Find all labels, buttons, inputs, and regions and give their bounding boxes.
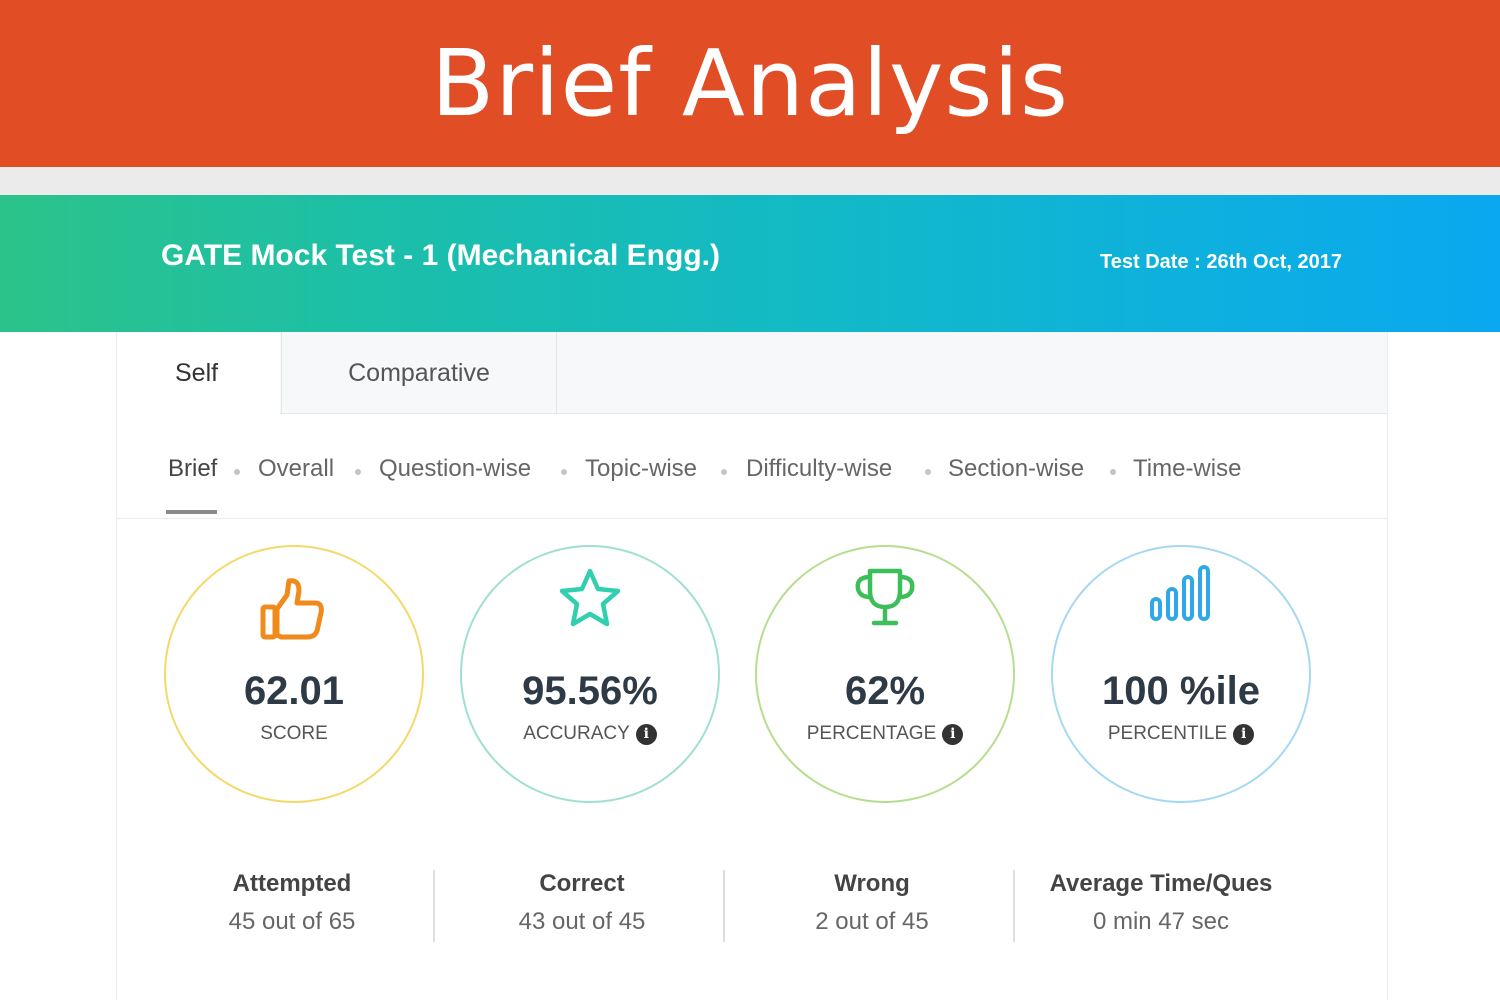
subnav-separator	[925, 469, 931, 475]
tab-self[interactable]: Self	[117, 332, 280, 415]
subnav-separator	[1110, 469, 1116, 475]
trophy-icon	[855, 568, 915, 626]
summary-value: 2 out of 45	[815, 908, 929, 935]
summary-title: Wrong	[834, 870, 910, 897]
brief-analysis-banner: Brief Analysis	[0, 0, 1500, 167]
percentage-label: PERCENTAGE	[806, 723, 937, 744]
subnav-section-wise[interactable]: Section-wise	[948, 455, 1085, 482]
thumbs-up-icon	[260, 578, 324, 640]
tab-comparative[interactable]: Comparative	[281, 332, 557, 414]
subnav-difficulty-wise[interactable]: Difficulty-wise	[746, 455, 893, 482]
percentile-card: 100 %ile PERCENTILE i	[1051, 545, 1311, 803]
subnav-overall[interactable]: Overall	[258, 455, 335, 482]
score-value: 62.01	[243, 669, 345, 713]
bar-chart-icon	[1150, 565, 1210, 621]
subnav-brief[interactable]: Brief	[168, 455, 218, 482]
score-label: SCORE	[260, 723, 328, 744]
subnav-topic-wise[interactable]: Topic-wise	[585, 455, 698, 482]
info-icon[interactable]: i	[1233, 723, 1255, 745]
summary-title: Average Time/Ques	[1049, 870, 1273, 897]
subnav-separator	[234, 469, 240, 475]
wrong-summary: Wrong 2 out of 45	[727, 870, 1017, 936]
info-icon[interactable]: i	[942, 723, 964, 745]
correct-summary: Correct 43 out of 45	[437, 870, 727, 936]
star-icon	[559, 568, 621, 627]
accuracy-value: 95.56%	[522, 669, 658, 713]
percentage-card: 62% PERCENTAGE i	[755, 545, 1015, 803]
summary-divider	[1013, 870, 1015, 942]
banner-title: Brief Analysis	[431, 30, 1069, 137]
subnav-separator	[561, 469, 567, 475]
percentage-value: 62%	[844, 669, 926, 713]
percentile-value: 100 %ile	[1102, 669, 1260, 713]
percentile-label: PERCENTILE	[1107, 723, 1228, 744]
test-date: Test Date : 26th Oct, 2017	[1100, 251, 1342, 273]
summary-title: Attempted	[232, 870, 352, 897]
summary-value: 0 min 47 sec	[1092, 908, 1230, 935]
summary-value: 43 out of 45	[518, 908, 646, 935]
analysis-subnav: Brief Overall Question-wise Topic-wise D…	[117, 415, 1387, 519]
info-icon[interactable]: i	[635, 723, 657, 745]
test-header: GATE Mock Test - 1 (Mechanical Engg.) Te…	[0, 195, 1500, 332]
attempted-summary: Attempted 45 out of 65	[147, 870, 437, 936]
subnav-question-wise[interactable]: Question-wise	[379, 455, 532, 482]
summary-title: Correct	[539, 870, 625, 897]
subnav-time-wise[interactable]: Time-wise	[1133, 455, 1242, 482]
test-name: GATE Mock Test - 1 (Mechanical Engg.)	[161, 239, 720, 272]
accuracy-label: ACCURACY	[523, 723, 630, 744]
summary-row: Attempted 45 out of 65 Correct 43 out of…	[117, 870, 1387, 950]
summary-divider	[723, 870, 725, 942]
subnav-separator	[721, 469, 727, 475]
subnav-separator	[355, 469, 361, 475]
analysis-panel: Self Comparative Brief Overall Question-…	[116, 332, 1388, 1000]
banner-gap	[0, 167, 1500, 195]
summary-divider	[433, 870, 435, 942]
active-subnav-underline	[166, 510, 217, 514]
average-time-summary: Average Time/Ques 0 min 47 sec	[1016, 870, 1306, 936]
score-card: 62.01 SCORE	[164, 545, 424, 803]
accuracy-card: 95.56% ACCURACY i	[460, 545, 720, 803]
tab-bar: Self Comparative	[117, 332, 1387, 415]
summary-value: 45 out of 65	[228, 908, 356, 935]
